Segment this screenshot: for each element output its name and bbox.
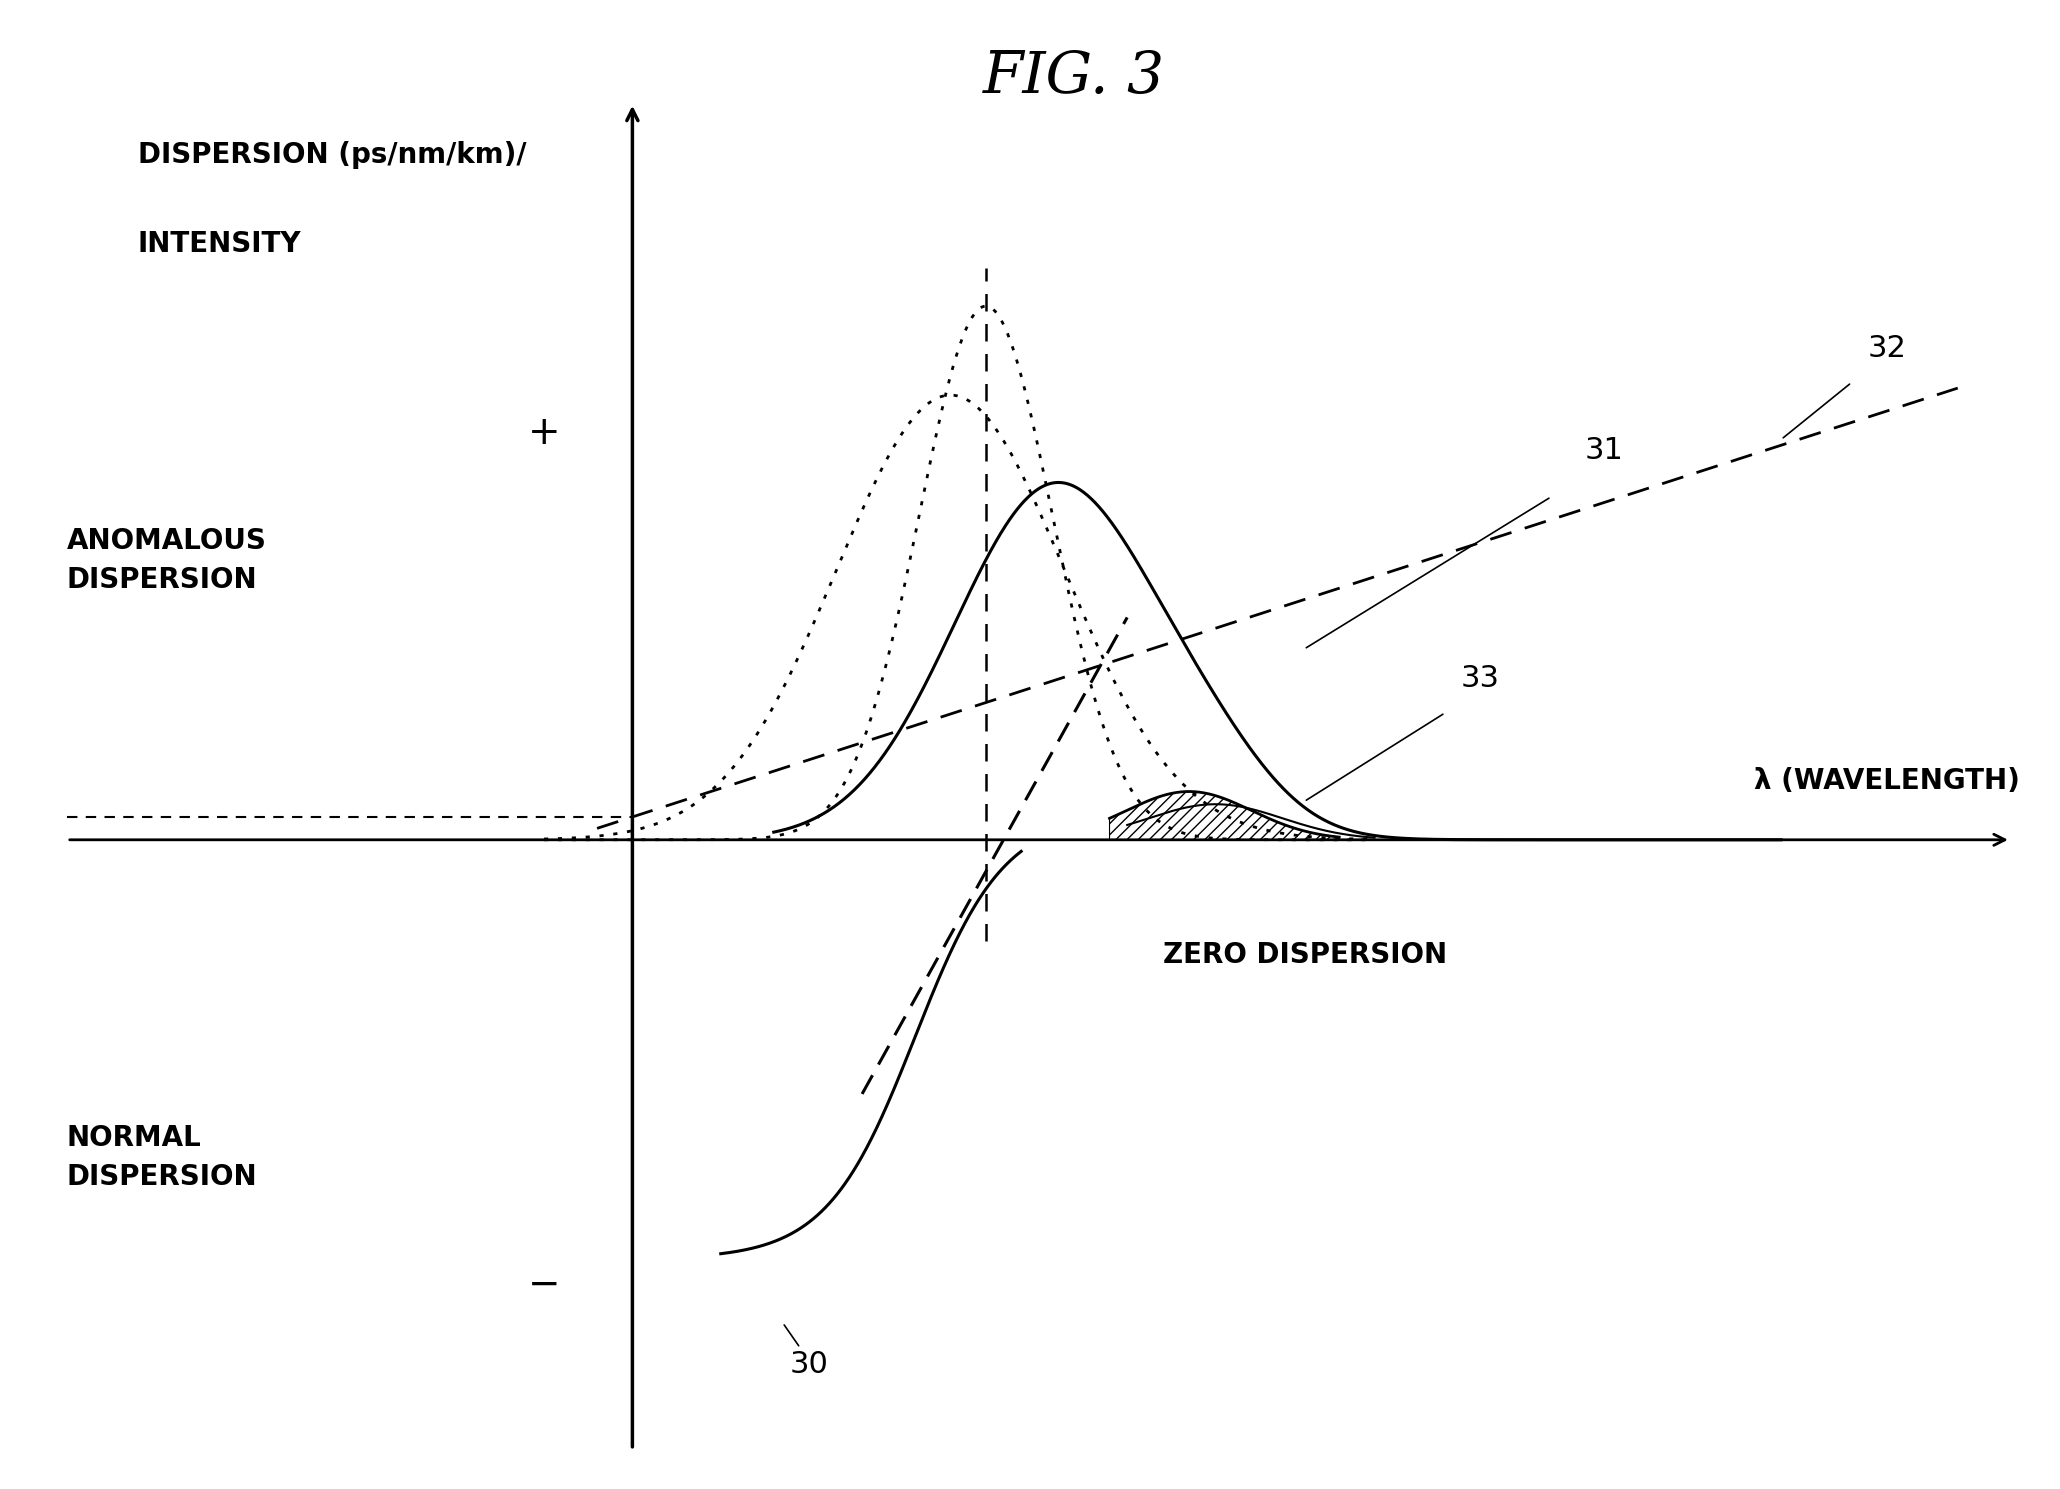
Text: ANOMALOUS
DISPERSION: ANOMALOUS DISPERSION (66, 527, 268, 594)
Text: 32: 32 (1868, 334, 1906, 363)
Text: INTENSITY: INTENSITY (138, 229, 301, 258)
Text: FIG. 3: FIG. 3 (983, 49, 1166, 106)
Text: 31: 31 (1584, 436, 1623, 465)
Text: 33: 33 (1461, 664, 1500, 694)
Text: ZERO DISPERSION: ZERO DISPERSION (1162, 941, 1446, 969)
Text: +: + (527, 414, 560, 453)
Text: NORMAL
DISPERSION: NORMAL DISPERSION (66, 1124, 258, 1191)
Text: 30: 30 (789, 1351, 828, 1379)
Text: DISPERSION (ps/nm/km)/: DISPERSION (ps/nm/km)/ (138, 141, 525, 168)
Text: −: − (527, 1266, 560, 1303)
Text: λ (WAVELENGTH): λ (WAVELENGTH) (1753, 767, 2019, 795)
